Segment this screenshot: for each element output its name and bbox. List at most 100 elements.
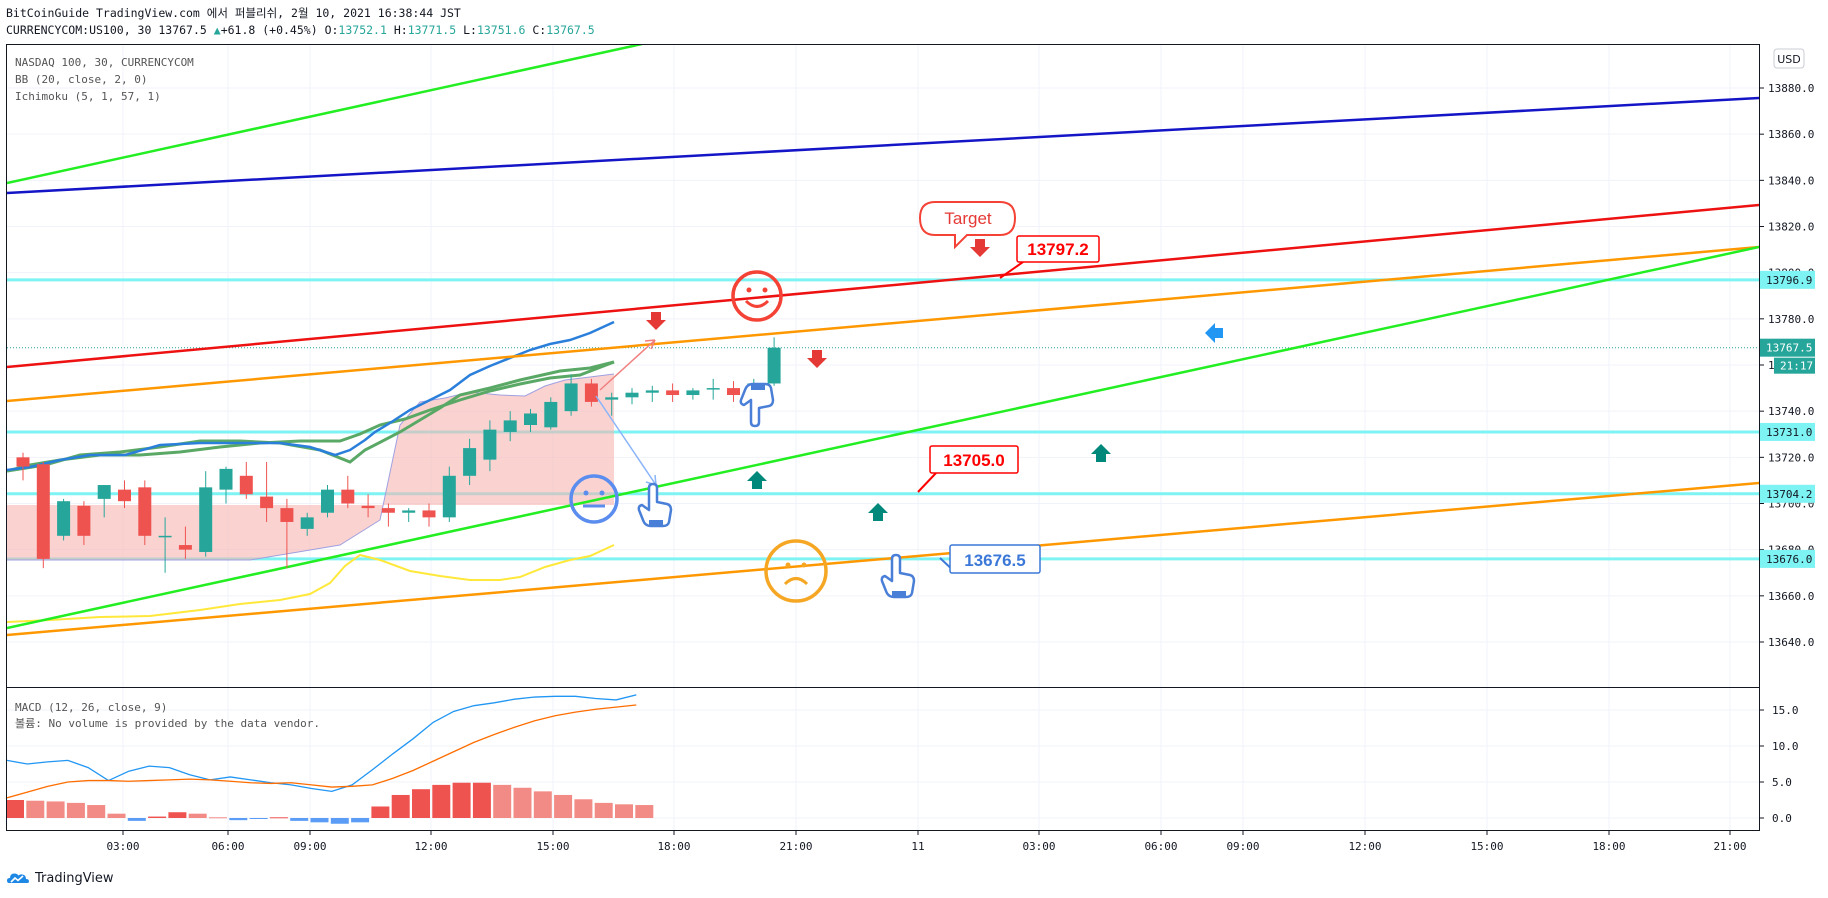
open-value: 13752.1 <box>338 23 387 37</box>
sell-arrow-icon <box>646 312 666 330</box>
candle <box>97 485 111 518</box>
left-arrow-icon <box>1205 323 1223 343</box>
macd-histogram-bar <box>472 782 491 818</box>
usd-button[interactable]: USD <box>1773 48 1805 69</box>
drawings: Target 13797.2 13705.0 13676.5 <box>569 201 1223 603</box>
open-label: O: <box>324 23 339 37</box>
candle <box>77 501 91 546</box>
macd-histogram-bar <box>290 818 309 821</box>
tradingview-logo-icon <box>7 873 29 883</box>
candle-body <box>239 475 253 495</box>
candle-body <box>178 545 192 550</box>
candle <box>138 480 152 546</box>
macd-histogram-bar <box>533 791 552 818</box>
projection-up-arrowhead <box>644 339 656 350</box>
low-label: L: <box>463 23 477 37</box>
candle <box>321 485 334 518</box>
projection-down-line <box>595 395 657 486</box>
macd-histogram-bar <box>432 784 451 818</box>
candle <box>260 461 274 522</box>
candle-body <box>463 448 477 476</box>
hand-shape <box>739 382 775 428</box>
time-tick-label: 18:00 <box>1592 840 1625 853</box>
up-arrow-icon: ▲ <box>213 23 221 37</box>
candle <box>280 498 294 569</box>
publish-line: BitCoinGuide TradingView.com 에서 퍼블리쉬, 2월… <box>6 6 461 20</box>
candle-body <box>77 505 91 536</box>
time-tick-label: 18:00 <box>657 840 690 853</box>
candle-body <box>280 508 294 522</box>
macd-line <box>7 694 637 793</box>
price-callout-label: 13705.0 <box>943 451 1004 470</box>
macd-tick-label: 0.0 <box>1772 812 1792 825</box>
time-tick-label: 03:00 <box>106 840 139 853</box>
macd-histogram-bar <box>554 794 573 818</box>
ohlc-line: CURRENCYCOM:US100, 30 13767.5 ▲+61.8 (+0… <box>6 22 595 39</box>
candle-body <box>666 390 680 396</box>
price-callout-pointer <box>917 472 937 493</box>
green-trend-line-bottom <box>7 245 1759 630</box>
candle <box>341 475 355 509</box>
price-callout-box <box>1016 235 1100 263</box>
price-callout: 13797.2 <box>999 235 1100 279</box>
candle <box>239 461 253 499</box>
macd-tick-label: 10.0 <box>1772 740 1799 753</box>
macd-histogram-bar <box>107 813 126 818</box>
candle <box>158 517 172 573</box>
high-label: H: <box>393 23 408 37</box>
sell-arrow-icon <box>970 239 990 257</box>
price-tick-label: 13720.0 <box>1768 451 1814 464</box>
candle-body <box>36 464 50 559</box>
macd-histogram-bar <box>7 800 24 818</box>
smiley-outline <box>569 474 619 524</box>
candles <box>16 337 781 573</box>
macd-histogram-bar <box>412 789 430 818</box>
orange-trend-line-lower <box>7 481 1759 637</box>
candle <box>361 494 375 518</box>
last-price-tag <box>1760 338 1815 357</box>
candle-body <box>300 517 314 529</box>
time-tick-label: 09:00 <box>293 840 326 853</box>
macd-histogram-bar <box>351 818 370 823</box>
macd-histogram-bar <box>148 816 167 818</box>
macd-pane <box>7 694 654 824</box>
candle-body <box>727 388 740 396</box>
price-tick-label: 13740.0 <box>1768 405 1814 418</box>
candle <box>666 383 680 402</box>
candle-body <box>767 347 781 384</box>
macd-signal-line <box>7 704 637 799</box>
candle <box>767 337 781 386</box>
candle <box>422 503 436 527</box>
close-value: 13767.5 <box>546 23 595 37</box>
hand-cuff <box>751 383 765 390</box>
smiley-mouth <box>744 299 770 308</box>
candle <box>564 374 578 416</box>
candle-body <box>199 487 213 552</box>
time-tick-label: 15:00 <box>536 840 569 853</box>
sell-arrow-icon <box>807 350 827 368</box>
macd-histogram-bar <box>574 799 593 818</box>
kumo-area <box>7 374 614 560</box>
candle-body <box>219 468 233 490</box>
macd-histogram-bar <box>229 818 248 821</box>
macd-histogram-bar <box>615 804 633 818</box>
chart-header: BitCoinGuide TradingView.com 에서 퍼블리쉬, 2월… <box>6 5 595 39</box>
candle-body <box>564 383 578 412</box>
candle-body <box>686 390 700 396</box>
axes: 13640.013660.013680.013700.013720.013740… <box>106 82 1815 853</box>
candle-body <box>645 390 659 393</box>
level-price-tag <box>1760 484 1815 503</box>
candle <box>219 466 233 504</box>
hand-shape <box>880 553 916 599</box>
bb-lower-line <box>7 544 615 623</box>
legend-bb: BB (20, close, 2, 0) <box>15 73 147 86</box>
candle <box>584 378 598 407</box>
level-price-label: 13796.9 <box>1766 274 1812 287</box>
blue-trend-line <box>7 96 1759 195</box>
symbol-label: CURRENCYCOM:US100, 30 <box>6 23 152 37</box>
pointing-hand-icon <box>637 482 673 528</box>
macd-histogram-bar <box>330 818 349 824</box>
last-price-value: 13767.5 <box>158 23 207 37</box>
candle-body <box>260 496 274 509</box>
